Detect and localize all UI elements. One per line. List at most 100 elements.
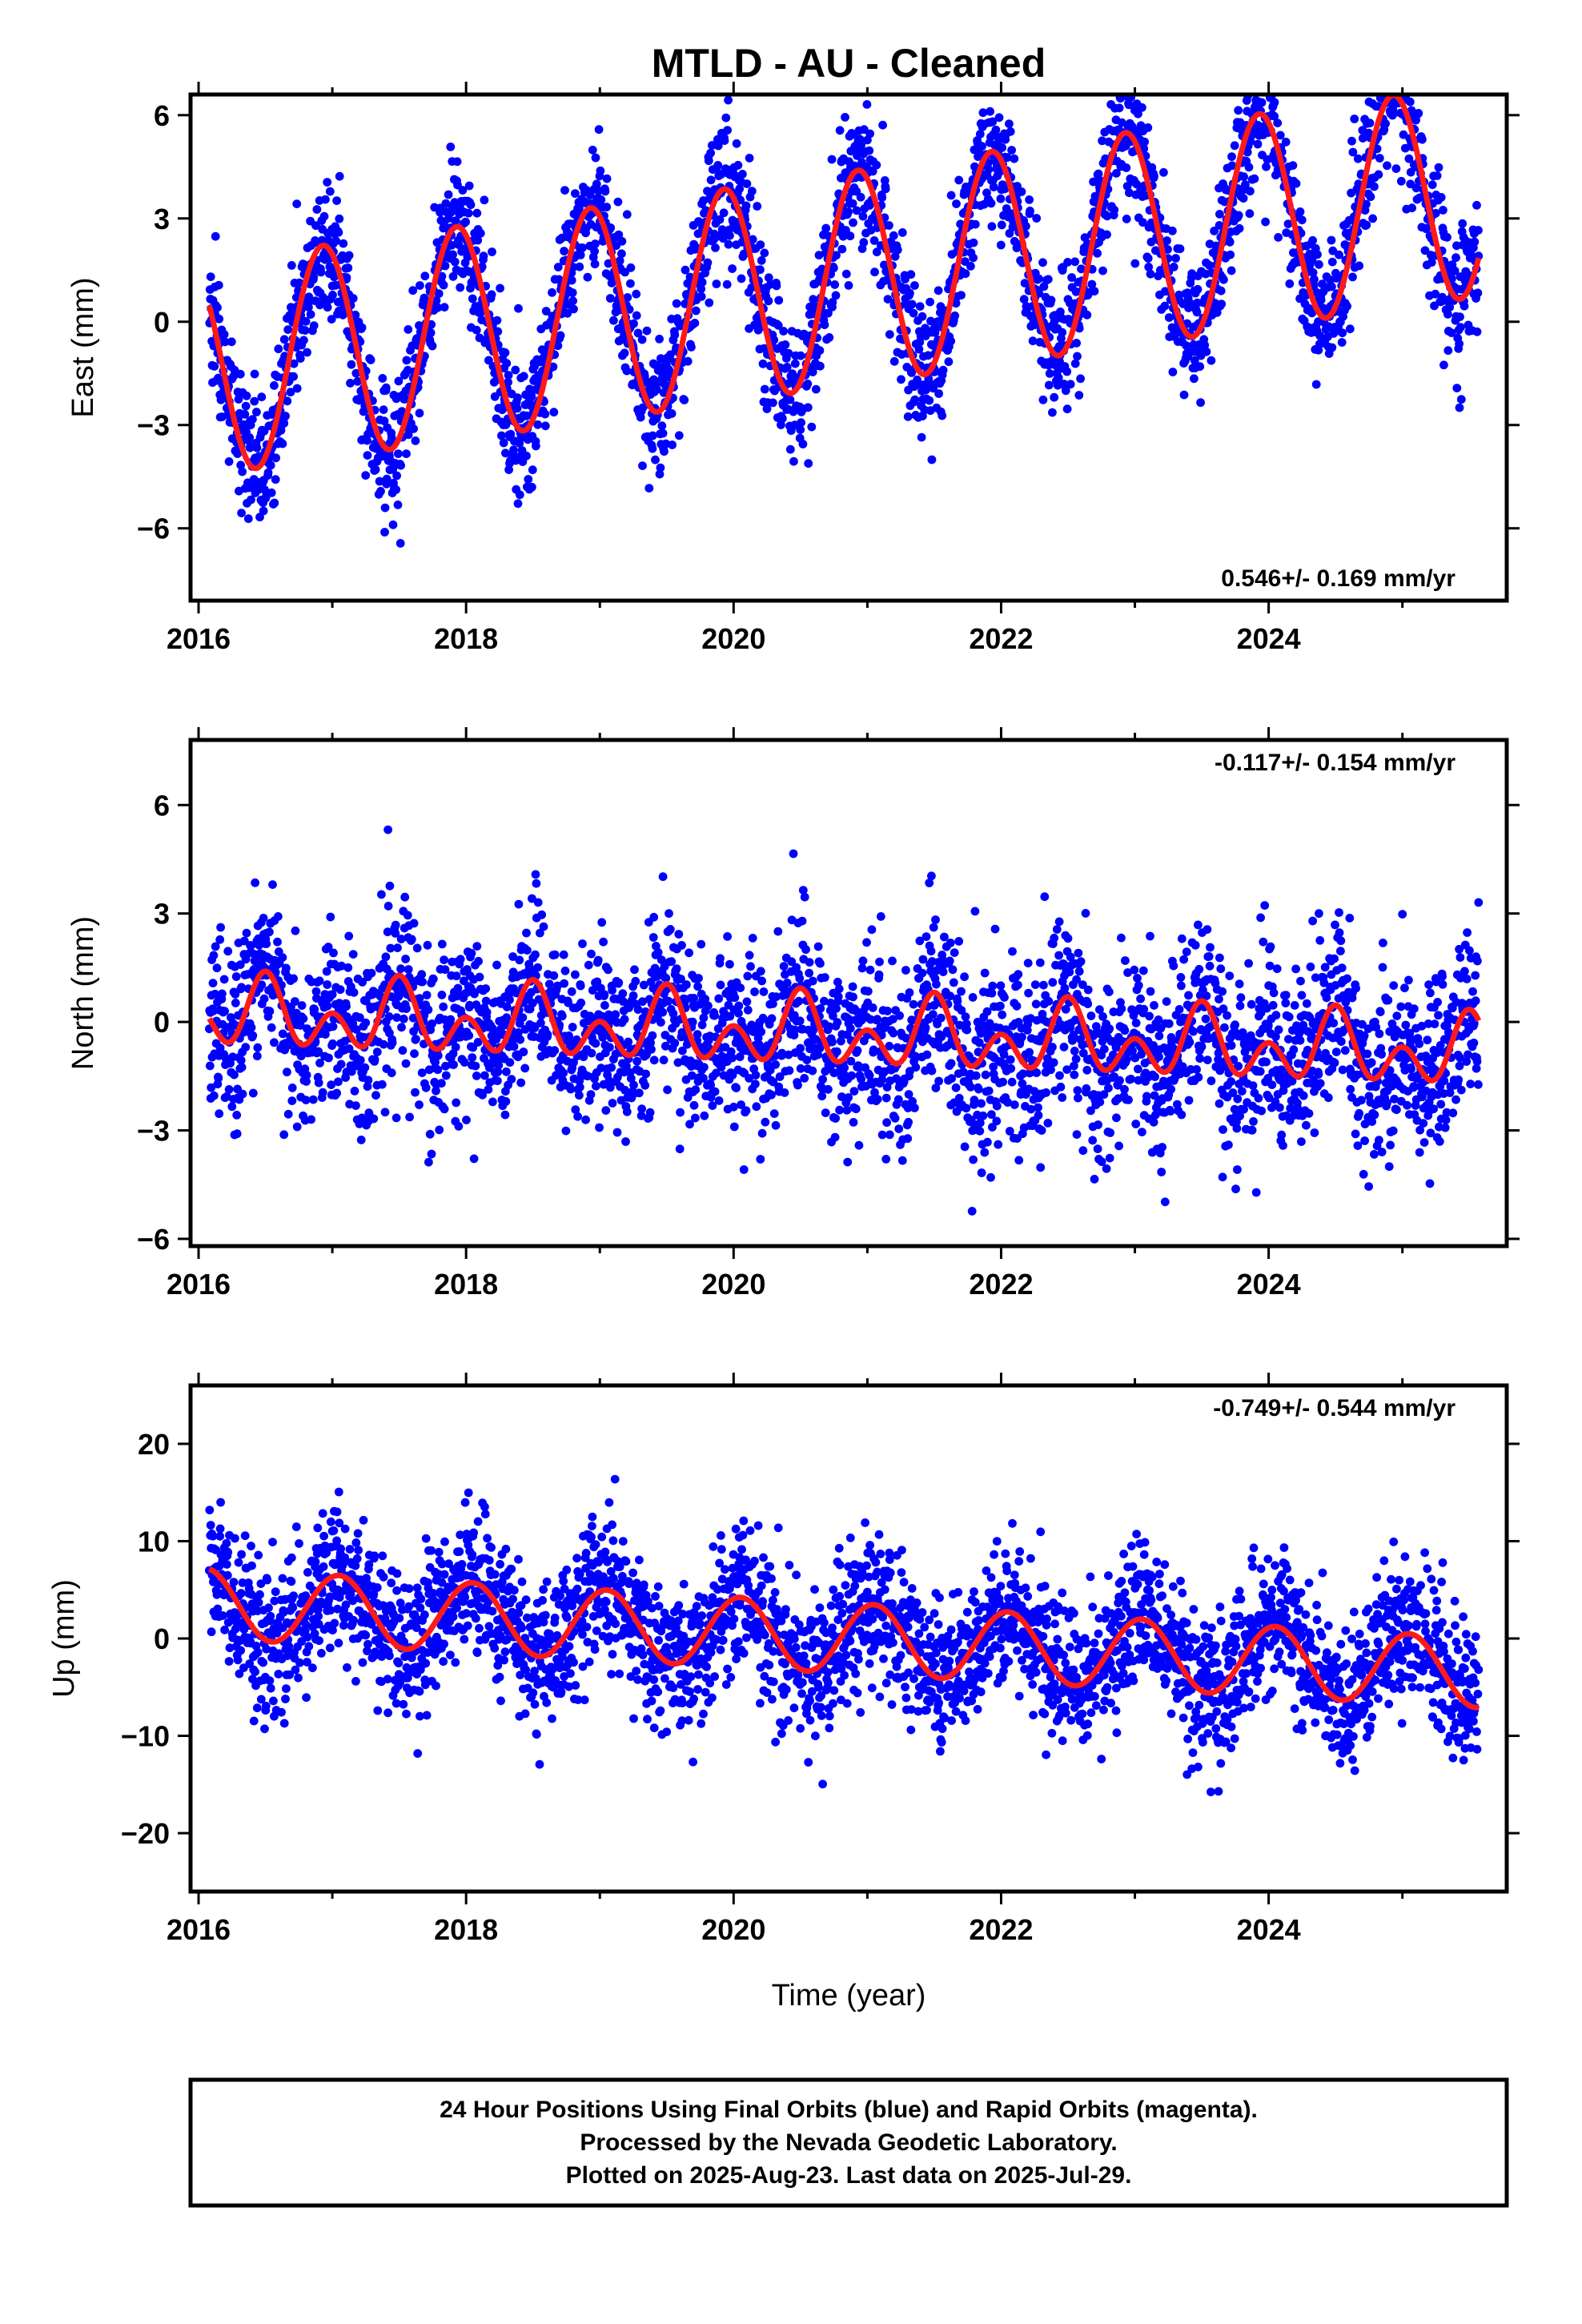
north-data-point: [875, 957, 884, 967]
east-data-point: [397, 407, 407, 416]
east-data-point: [1255, 72, 1264, 81]
east-data-point: [276, 426, 286, 435]
east-data-point: [1383, 52, 1391, 61]
east-data-point: [777, 414, 787, 423]
north-data-point: [873, 1015, 882, 1024]
north-data-point: [344, 931, 354, 941]
east-y-tick-label: 6: [154, 99, 170, 132]
east-scatter-points: [205, 52, 1484, 548]
north-data-point: [682, 980, 691, 989]
east-data-point: [1404, 154, 1414, 163]
east-data-point: [227, 337, 236, 347]
north-data-point: [224, 1085, 234, 1094]
east-data-point: [809, 295, 818, 304]
north-data-point: [779, 962, 789, 971]
north-data-point: [232, 1129, 242, 1139]
north-data-point: [262, 939, 271, 948]
north-data-point: [849, 992, 857, 1002]
north-data-point: [334, 1077, 343, 1087]
east-data-point: [301, 316, 311, 326]
east-data-point: [400, 394, 410, 404]
east-data-point: [315, 300, 324, 310]
north-data-point: [209, 1091, 219, 1100]
north-data-point: [716, 954, 725, 963]
east-data-point: [1381, 119, 1390, 128]
north-data-point: [739, 1165, 749, 1174]
north-data-point: [843, 1157, 853, 1167]
east-data-point: [852, 206, 861, 215]
east-data-point: [617, 236, 627, 246]
east-data-point: [1239, 194, 1248, 203]
east-data-point: [1164, 313, 1174, 322]
east-data-point: [807, 422, 817, 432]
east-data-point: [1283, 219, 1293, 228]
east-data-point: [411, 436, 420, 445]
east-data-point: [497, 431, 506, 440]
north-data-point: [926, 947, 936, 956]
east-data-point: [1375, 68, 1384, 77]
north-data-point: [858, 956, 868, 966]
north-data-point: [578, 939, 587, 948]
north-data-point: [379, 1039, 388, 1049]
north-data-point: [568, 1023, 577, 1031]
east-data-point: [1243, 147, 1252, 157]
east-data-point: [1074, 391, 1084, 400]
east-data-point: [452, 157, 462, 167]
north-data-point: [421, 1083, 431, 1092]
east-data-point: [572, 211, 581, 219]
east-data-point: [1210, 227, 1219, 235]
north-data-point: [481, 996, 491, 1006]
east-data-point: [1143, 254, 1153, 263]
north-data-point: [427, 1149, 436, 1159]
east-data-point: [328, 291, 337, 300]
east-data-point: [944, 357, 954, 367]
east-data-point: [735, 184, 745, 194]
east-data-point: [464, 208, 473, 218]
east-data-point: [1215, 210, 1224, 219]
east-data-point: [1447, 328, 1456, 337]
north-data-point: [273, 937, 282, 947]
north-data-point: [732, 1084, 741, 1092]
east-data-point: [1328, 246, 1338, 255]
north-data-point: [500, 1110, 510, 1120]
east-data-point: [717, 225, 727, 235]
east-data-point: [1076, 374, 1085, 384]
east-data-point: [1257, 98, 1267, 107]
east-data-point: [250, 369, 259, 379]
east-data-point: [1427, 180, 1437, 190]
north-data-point: [945, 956, 954, 966]
east-data-point: [1054, 373, 1063, 383]
north-data-point: [505, 995, 514, 1004]
north-data-point: [391, 1113, 401, 1123]
east-data-point: [1315, 259, 1323, 269]
east-data-point: [1270, 111, 1279, 121]
north-data-point: [800, 1074, 809, 1083]
north-data-point: [324, 1053, 333, 1063]
east-data-point: [1403, 73, 1411, 82]
east-data-point: [382, 474, 391, 484]
east-data-point: [1373, 58, 1382, 66]
north-data-point: [302, 1071, 311, 1080]
north-data-point: [469, 1154, 479, 1164]
north-data-point: [278, 953, 287, 962]
east-data-point: [1377, 69, 1386, 78]
north-data-point: [242, 928, 251, 938]
east-data-point: [1043, 275, 1053, 284]
east-data-point: [713, 141, 723, 151]
north-data-point: [387, 1068, 396, 1078]
east-data-point: [1431, 208, 1440, 218]
east-data-point: [1025, 195, 1034, 204]
north-data-point: [401, 955, 410, 963]
north-data-point: [931, 915, 940, 924]
north-data-point: [893, 1095, 903, 1104]
east-data-point: [785, 444, 795, 454]
north-data-point: [253, 1043, 263, 1052]
north-data-point: [632, 1056, 642, 1066]
east-data-point: [1291, 179, 1301, 188]
east-data-point: [245, 433, 255, 442]
east-data-point: [906, 270, 916, 279]
north-data-point: [948, 965, 958, 975]
east-data-point: [1190, 374, 1199, 384]
east-data-point: [553, 341, 563, 351]
